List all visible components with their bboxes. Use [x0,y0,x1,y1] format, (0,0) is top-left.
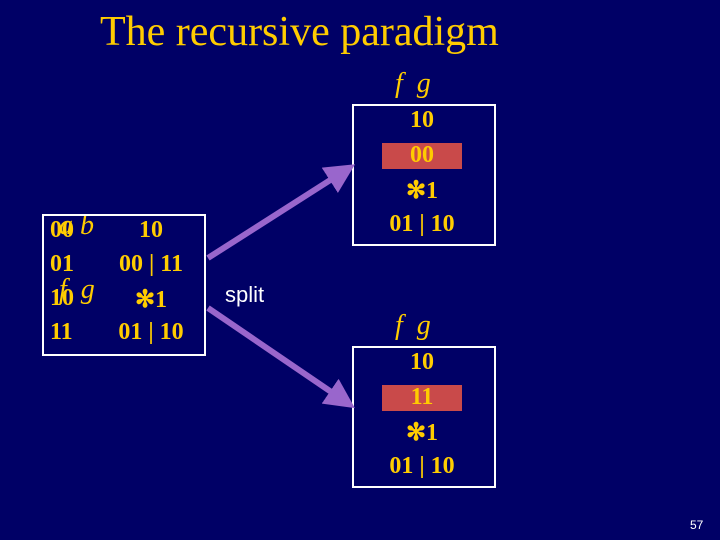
top-right-row-0: 10 [352,107,492,134]
top-right-row-2: ✻1 [352,176,492,205]
left-fg-0: 10 [100,217,202,244]
bottom-right-row-2: ✻1 [352,418,492,447]
slide-number: 57 [690,518,703,532]
left-fg-2: ✻1 [100,285,202,314]
bottom-right-row-3: 01 | 10 [352,453,492,480]
left-ab-2: 10 [50,285,74,312]
left-ab-0: 00 [50,217,74,244]
left-fg-3: 01 | 10 [100,319,202,346]
bottom-right-row-1: 11 [352,384,492,411]
left-fg-1: 00 | 11 [100,251,202,278]
top-right-row-3: 01 | 10 [352,211,492,238]
slide-title: The recursive paradigm [100,8,499,56]
bottom-right-header: f g [395,310,431,342]
bottom-right-row-0: 10 [352,349,492,376]
top-right-header: f g [395,68,431,100]
left-ab-1: 01 [50,251,74,278]
left-ab-3: 11 [50,319,73,346]
split-label: split [225,282,264,308]
top-right-row-1: 00 [352,142,492,169]
arrow-down [208,308,346,402]
arrow-up [208,170,346,258]
